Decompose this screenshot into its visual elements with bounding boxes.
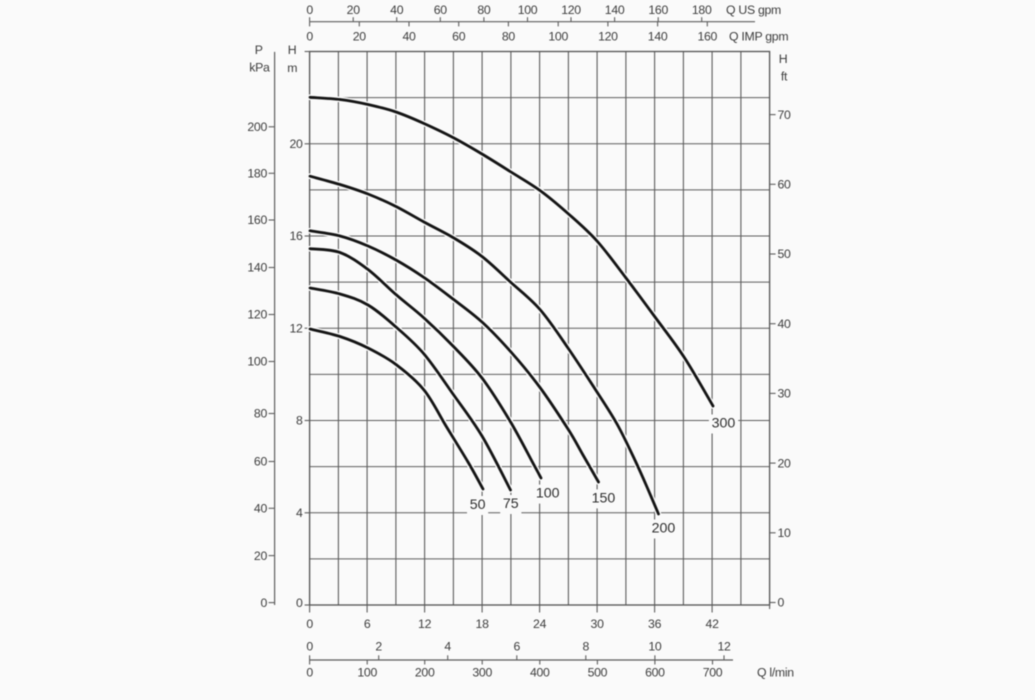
svg-text:140: 140 bbox=[648, 29, 668, 43]
svg-text:100: 100 bbox=[548, 29, 568, 43]
svg-text:100: 100 bbox=[247, 355, 267, 369]
svg-text:80: 80 bbox=[477, 3, 491, 17]
svg-text:150: 150 bbox=[592, 490, 616, 506]
svg-text:500: 500 bbox=[588, 666, 608, 680]
svg-text:180: 180 bbox=[692, 3, 712, 17]
svg-text:40: 40 bbox=[390, 3, 404, 17]
svg-text:0: 0 bbox=[306, 29, 313, 43]
svg-text:300: 300 bbox=[712, 416, 736, 432]
svg-text:H: H bbox=[779, 52, 788, 66]
svg-text:600: 600 bbox=[645, 666, 665, 680]
svg-text:6: 6 bbox=[514, 640, 521, 654]
svg-text:10: 10 bbox=[778, 526, 792, 540]
svg-text:50: 50 bbox=[470, 497, 486, 513]
svg-text:40: 40 bbox=[402, 29, 416, 43]
svg-text:80: 80 bbox=[254, 407, 268, 421]
svg-text:0: 0 bbox=[306, 617, 313, 631]
svg-text:Q l/min: Q l/min bbox=[757, 666, 794, 680]
svg-text:300: 300 bbox=[472, 666, 492, 680]
svg-text:200: 200 bbox=[415, 666, 435, 680]
svg-text:12: 12 bbox=[717, 640, 731, 654]
svg-text:30: 30 bbox=[778, 387, 792, 401]
svg-text:4: 4 bbox=[444, 640, 451, 654]
svg-text:40: 40 bbox=[778, 317, 792, 331]
svg-text:20: 20 bbox=[254, 549, 268, 563]
svg-text:160: 160 bbox=[697, 29, 717, 43]
svg-text:4: 4 bbox=[296, 506, 303, 520]
svg-text:42: 42 bbox=[706, 617, 720, 631]
svg-text:18: 18 bbox=[476, 617, 490, 631]
svg-text:0: 0 bbox=[296, 596, 303, 610]
svg-text:140: 140 bbox=[247, 261, 267, 275]
svg-text:70: 70 bbox=[778, 108, 792, 122]
svg-text:24: 24 bbox=[533, 617, 547, 631]
svg-text:10: 10 bbox=[648, 640, 662, 654]
svg-text:100: 100 bbox=[536, 486, 560, 502]
svg-text:700: 700 bbox=[703, 666, 723, 680]
svg-text:60: 60 bbox=[434, 3, 448, 17]
svg-text:20: 20 bbox=[290, 137, 304, 151]
svg-text:0: 0 bbox=[306, 666, 313, 680]
svg-text:2: 2 bbox=[375, 640, 382, 654]
svg-text:200: 200 bbox=[247, 120, 267, 134]
svg-text:60: 60 bbox=[254, 455, 268, 469]
svg-text:75: 75 bbox=[503, 496, 519, 512]
svg-text:400: 400 bbox=[530, 666, 550, 680]
svg-text:8: 8 bbox=[296, 414, 303, 428]
svg-text:140: 140 bbox=[605, 3, 625, 17]
svg-text:20: 20 bbox=[347, 3, 361, 17]
svg-text:100: 100 bbox=[518, 3, 538, 17]
svg-text:Q US gpm: Q US gpm bbox=[726, 3, 781, 17]
svg-text:ft: ft bbox=[781, 70, 788, 84]
svg-text:0: 0 bbox=[778, 596, 785, 610]
svg-text:kPa: kPa bbox=[249, 60, 270, 74]
svg-text:0: 0 bbox=[306, 640, 313, 654]
svg-text:180: 180 bbox=[247, 167, 267, 181]
svg-text:30: 30 bbox=[591, 617, 605, 631]
svg-text:0: 0 bbox=[260, 596, 267, 610]
svg-text:160: 160 bbox=[648, 3, 668, 17]
svg-text:20: 20 bbox=[778, 456, 792, 470]
svg-text:Q IMP gpm: Q IMP gpm bbox=[729, 29, 788, 43]
svg-text:160: 160 bbox=[247, 213, 267, 227]
svg-text:P: P bbox=[255, 43, 263, 57]
svg-text:0: 0 bbox=[306, 3, 313, 17]
svg-text:6: 6 bbox=[364, 617, 371, 631]
svg-text:40: 40 bbox=[254, 502, 268, 516]
svg-text:H: H bbox=[288, 43, 297, 57]
svg-text:m: m bbox=[287, 61, 297, 75]
svg-text:120: 120 bbox=[247, 308, 267, 322]
svg-text:20: 20 bbox=[353, 29, 367, 43]
svg-text:12: 12 bbox=[418, 617, 432, 631]
svg-text:60: 60 bbox=[452, 29, 466, 43]
svg-text:100: 100 bbox=[357, 666, 377, 680]
svg-text:60: 60 bbox=[778, 178, 792, 192]
svg-text:36: 36 bbox=[648, 617, 662, 631]
svg-text:12: 12 bbox=[290, 321, 304, 335]
svg-text:80: 80 bbox=[502, 29, 516, 43]
svg-text:50: 50 bbox=[778, 247, 792, 261]
svg-text:16: 16 bbox=[290, 229, 304, 243]
svg-text:120: 120 bbox=[561, 3, 581, 17]
svg-text:200: 200 bbox=[652, 521, 676, 537]
svg-text:8: 8 bbox=[583, 640, 590, 654]
svg-text:120: 120 bbox=[598, 29, 618, 43]
